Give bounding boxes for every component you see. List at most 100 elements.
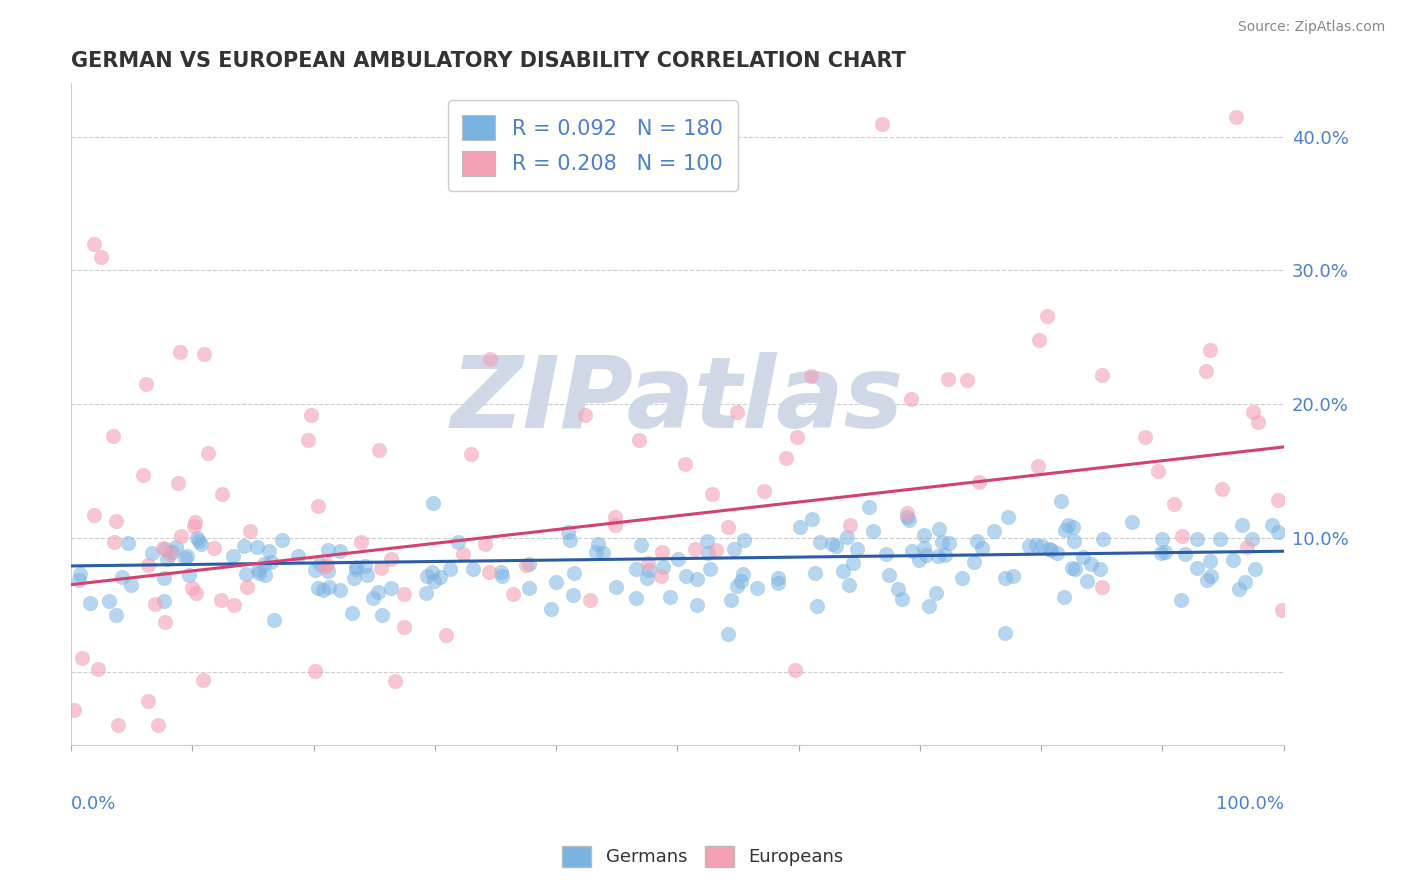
Point	[491, 565, 513, 579]
Point	[246, 563, 269, 577]
Point	[887, 582, 910, 596]
Point	[1018, 539, 1040, 553]
Point	[901, 544, 924, 558]
Point	[696, 546, 718, 560]
Point	[745, 581, 768, 595]
Point	[152, 541, 174, 555]
Point	[832, 564, 855, 578]
Point	[166, 476, 188, 491]
Point	[120, 578, 142, 592]
Point	[342, 607, 364, 621]
Point	[997, 510, 1019, 524]
Point	[197, 446, 219, 460]
Point	[380, 581, 402, 595]
Point	[143, 597, 166, 611]
Point	[837, 530, 859, 544]
Point	[766, 575, 789, 590]
Point	[356, 567, 378, 582]
Point	[544, 575, 567, 590]
Point	[699, 562, 721, 576]
Point	[624, 591, 647, 605]
Point	[875, 547, 897, 561]
Point	[1060, 560, 1083, 574]
Point	[368, 443, 391, 458]
Point	[800, 369, 823, 384]
Point	[1036, 309, 1059, 323]
Point	[1046, 546, 1069, 560]
Point	[329, 582, 352, 597]
Point	[768, 571, 790, 585]
Point	[233, 540, 256, 554]
Point	[650, 568, 672, 582]
Point	[202, 541, 225, 556]
Point	[177, 568, 200, 582]
Point	[733, 533, 755, 547]
Point	[605, 580, 627, 594]
Point	[304, 563, 326, 577]
Point	[603, 517, 626, 532]
Point	[1225, 110, 1247, 124]
Point	[184, 515, 207, 529]
Point	[184, 586, 207, 600]
Point	[1049, 494, 1071, 508]
Point	[1271, 603, 1294, 617]
Point	[637, 556, 659, 570]
Point	[586, 537, 609, 551]
Point	[1088, 562, 1111, 576]
Point	[1028, 333, 1050, 347]
Point	[247, 566, 270, 581]
Point	[478, 352, 501, 367]
Point	[1073, 549, 1095, 564]
Point	[896, 506, 918, 520]
Point	[652, 560, 675, 574]
Point	[1001, 569, 1024, 583]
Point	[877, 567, 900, 582]
Text: 0.0%: 0.0%	[72, 795, 117, 813]
Legend: R = 0.092   N = 180, R = 0.208   N = 100: R = 0.092 N = 180, R = 0.208 N = 100	[447, 101, 738, 191]
Point	[1244, 562, 1267, 576]
Point	[1197, 574, 1219, 588]
Point	[361, 591, 384, 606]
Point	[153, 594, 176, 608]
Point	[160, 545, 183, 559]
Point	[800, 512, 823, 526]
Point	[252, 557, 274, 571]
Point	[574, 408, 596, 422]
Point	[1150, 546, 1173, 560]
Point	[132, 468, 155, 483]
Point	[557, 524, 579, 539]
Point	[1091, 580, 1114, 594]
Point	[136, 694, 159, 708]
Point	[725, 579, 748, 593]
Point	[159, 547, 181, 561]
Point	[350, 535, 373, 549]
Point	[754, 484, 776, 499]
Point	[1234, 575, 1257, 590]
Point	[136, 558, 159, 572]
Point	[972, 541, 994, 555]
Point	[103, 428, 125, 442]
Point	[898, 513, 921, 527]
Point	[907, 553, 929, 567]
Point	[254, 568, 277, 582]
Point	[1091, 368, 1114, 382]
Point	[209, 593, 232, 607]
Point	[367, 585, 389, 599]
Point	[717, 627, 740, 641]
Point	[422, 496, 444, 510]
Point	[79, 595, 101, 609]
Point	[90, 250, 112, 264]
Point	[808, 535, 831, 549]
Point	[938, 536, 960, 550]
Point	[673, 458, 696, 472]
Point	[686, 598, 709, 612]
Point	[966, 534, 988, 549]
Point	[236, 580, 259, 594]
Point	[1236, 540, 1258, 554]
Point	[956, 373, 979, 387]
Point	[67, 573, 90, 587]
Point	[169, 344, 191, 359]
Point	[491, 568, 513, 582]
Point	[165, 540, 187, 554]
Point	[271, 533, 294, 548]
